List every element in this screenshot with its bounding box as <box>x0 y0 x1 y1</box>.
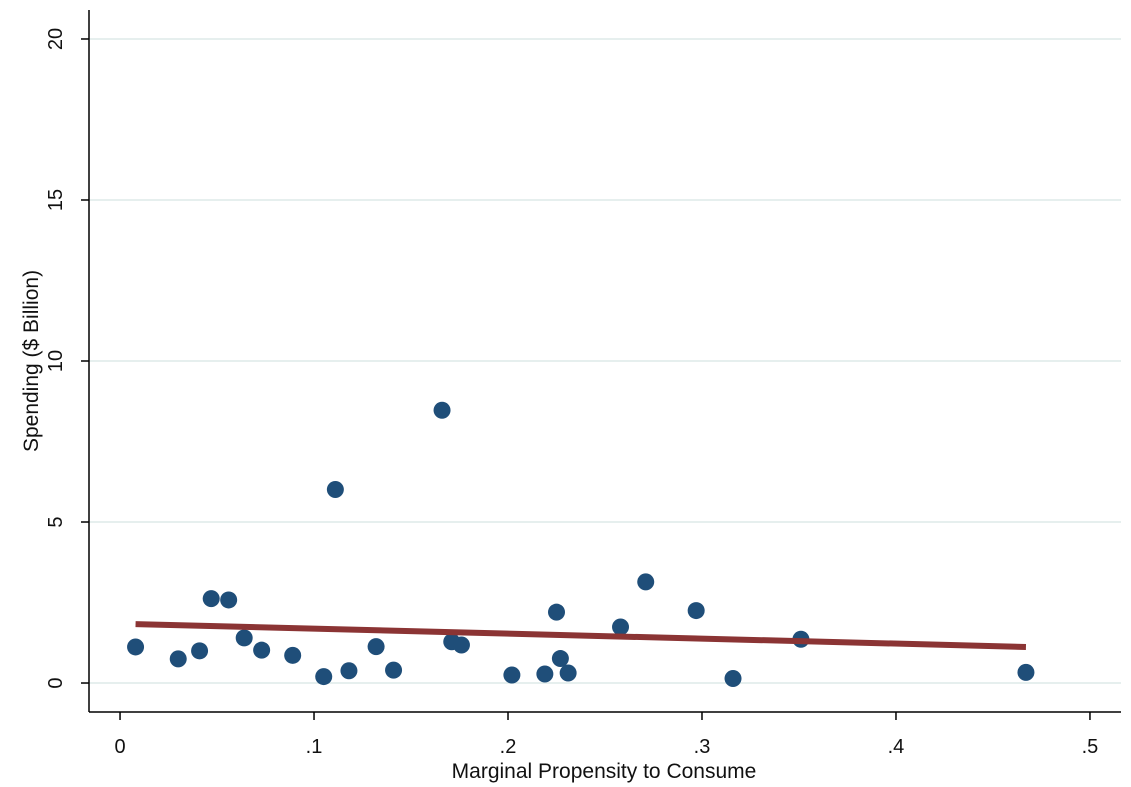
grid-lines <box>89 37 1121 685</box>
scatter-point <box>326 480 344 498</box>
y-tick-label: 20 <box>45 28 67 50</box>
y-tick-label: 15 <box>45 189 67 211</box>
scatter-point <box>169 650 187 668</box>
x-tick-label: .5 <box>1082 736 1099 758</box>
y-tick-label: 5 <box>45 516 67 527</box>
scatter-point <box>202 590 220 608</box>
scatter-point <box>235 629 253 647</box>
x-axis-ticks: 0 .1 .2 .3 .4 .5 <box>114 712 1098 758</box>
x-tick-label: .4 <box>888 736 905 758</box>
scatter-point <box>284 646 302 664</box>
scatter-point <box>559 664 577 682</box>
scatter-point <box>1017 663 1035 681</box>
scatter-point <box>253 641 271 659</box>
scatter-point <box>503 666 521 684</box>
scatter-point <box>612 618 630 636</box>
scatter-point <box>687 602 705 620</box>
scatter-point <box>548 603 566 621</box>
scatter-point <box>433 401 451 419</box>
scatter-point <box>220 591 238 609</box>
x-tick-label: .2 <box>500 736 517 758</box>
y-axis-title: Spending ($ Billion) <box>20 270 43 452</box>
x-tick-label: .3 <box>694 736 711 758</box>
scatter-point <box>551 650 569 668</box>
scatter-point <box>724 670 742 688</box>
x-tick-label: 0 <box>114 736 125 758</box>
scatter-point <box>315 668 333 686</box>
scatter-point <box>452 636 470 654</box>
y-tick-label: 0 <box>45 677 67 688</box>
scatter-point <box>385 661 403 679</box>
data-marks <box>127 401 1035 688</box>
scatter-point <box>191 642 209 660</box>
fit-line <box>135 621 1027 650</box>
x-axis-title: Marginal Propensity to Consume <box>452 760 757 783</box>
scatter-point <box>536 665 554 683</box>
y-axis-ticks: 0 5 10 15 20 <box>45 28 89 689</box>
scatter-point <box>637 573 655 591</box>
scatter-point <box>367 638 385 656</box>
scatter-point <box>340 662 358 680</box>
x-tick-label: .1 <box>306 736 323 758</box>
scatter-point <box>127 638 145 656</box>
y-tick-label: 10 <box>45 350 67 372</box>
